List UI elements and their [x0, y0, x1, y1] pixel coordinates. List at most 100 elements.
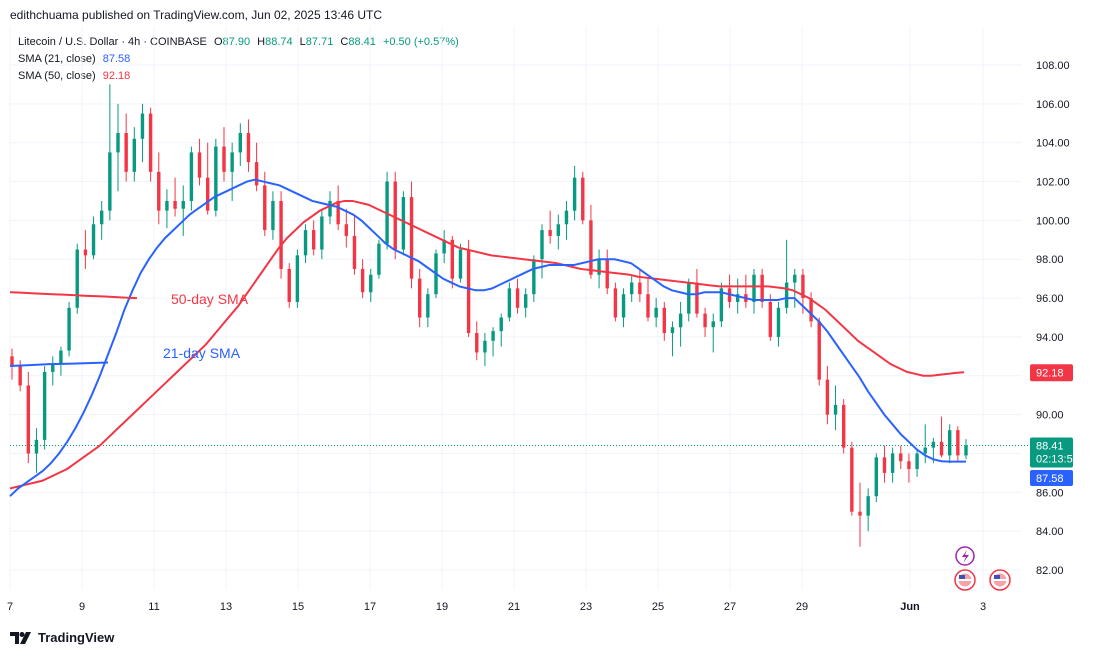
candle-body	[491, 331, 495, 341]
x-tick-label: 19	[436, 601, 448, 613]
grid	[9, 28, 1022, 590]
candle-body	[417, 278, 422, 318]
candle-body	[540, 230, 544, 260]
candle-body	[899, 453, 903, 462]
sma50-price-tag-text: 92.18	[1036, 367, 1064, 379]
candle-body	[377, 243, 381, 275]
candle-body	[727, 288, 732, 302]
candle-body	[638, 282, 642, 295]
candle-body	[695, 282, 699, 314]
sma50-price-tag-bg	[1030, 364, 1073, 382]
bolt-glyph	[962, 550, 969, 563]
candle-body	[564, 210, 569, 225]
sma21-value: 87.58	[102, 53, 131, 65]
candle-body	[768, 301, 773, 337]
candles	[10, 84, 968, 547]
candle-body	[51, 364, 55, 372]
candle-body	[271, 200, 275, 231]
candle-body	[458, 249, 463, 279]
candle-body	[793, 274, 797, 283]
candle-body	[907, 461, 911, 469]
candle-body	[10, 356, 14, 367]
candle-body	[369, 274, 373, 293]
x-tick-label: 15	[292, 601, 304, 613]
candle-body	[393, 181, 397, 250]
candle-body	[230, 152, 234, 172]
candle-body	[523, 294, 528, 308]
candle-body	[75, 249, 79, 308]
flag-glyph	[958, 573, 972, 587]
candle-body	[173, 200, 177, 209]
sma50-value: 92.18	[102, 70, 131, 82]
last-price-tag-text: 02:13:50	[1036, 453, 1079, 465]
candle-body	[205, 177, 210, 211]
candle-body	[964, 445, 968, 456]
candle-body	[222, 146, 226, 172]
candle-body	[34, 439, 39, 454]
candle-body	[866, 496, 870, 516]
footer-brand-text: TradingView	[38, 630, 115, 645]
candle-body	[915, 453, 919, 469]
sma21-price-tag: 87.58	[1030, 470, 1073, 486]
candle-body	[841, 404, 846, 448]
candle-body	[483, 340, 487, 353]
candle-body	[956, 430, 960, 456]
candle-body	[629, 282, 634, 295]
candle-body	[91, 224, 96, 256]
candle-body	[874, 457, 879, 497]
x-tick-label: 3	[980, 601, 986, 613]
event-us-flag-icon	[989, 569, 1011, 591]
candle-body	[548, 230, 552, 236]
last-price-tag-text: 88.41	[1036, 440, 1064, 452]
candle-body	[931, 441, 936, 448]
sma50-legend[interactable]: SMA (50, close) 92.18	[18, 68, 459, 85]
candle-body	[67, 307, 71, 351]
candle-body	[572, 177, 577, 211]
y-tick-label: 108.00	[1036, 60, 1070, 72]
candle-body	[784, 282, 789, 308]
candle-body	[238, 132, 243, 153]
candle-body	[385, 181, 389, 244]
y-tick-label: 88.00	[1036, 448, 1064, 460]
candle-body	[26, 385, 31, 454]
footer-brand[interactable]: TradingView	[10, 630, 114, 645]
candle-body	[809, 298, 813, 322]
candle-body	[279, 200, 283, 269]
price-axis[interactable]: 82.00 84.00 86.00 88.00 90.00 92.00 94.00 96.00…	[1036, 60, 1070, 577]
candle-body	[295, 255, 300, 302]
sma50-annotation: 50-day SMA	[171, 291, 249, 307]
candle-body	[703, 313, 707, 328]
x-tick-label: 17	[364, 601, 376, 613]
close-value: 88.41	[348, 36, 376, 48]
y-tick-label: 94.00	[1036, 332, 1064, 344]
high-label: H	[257, 36, 266, 48]
candle-body	[442, 239, 446, 254]
candle-body	[817, 321, 821, 380]
candle-body	[507, 288, 512, 318]
candle-body	[303, 230, 308, 256]
close-label: C	[340, 36, 349, 48]
x-tick-label: 25	[652, 601, 664, 613]
event-icons[interactable]	[954, 546, 1011, 591]
sma21-legend[interactable]: SMA (21, close) 87.58	[18, 51, 459, 68]
time-axis[interactable]: 7 9 11 13 15 17 19 21 23 25 27 29 Jun 3	[7, 601, 986, 613]
open-value: 87.90	[222, 36, 251, 48]
candle-body	[352, 235, 357, 269]
candle-body	[589, 220, 593, 275]
candle-body	[181, 200, 185, 209]
y-tick-label: 98.00	[1036, 254, 1064, 266]
x-tick-label: 9	[79, 601, 85, 613]
sma21-price-tag-bg	[1030, 470, 1073, 486]
candle-body	[711, 321, 715, 328]
flag-glyph	[993, 573, 1007, 587]
candle-body	[605, 259, 609, 289]
sma21-price-tag-text: 87.58	[1036, 473, 1064, 485]
x-tick-label: 23	[580, 601, 592, 613]
candle-body	[475, 333, 479, 353]
candle-body	[850, 447, 854, 512]
y-tick-label: 100.00	[1036, 215, 1070, 227]
candle-body	[263, 185, 267, 231]
y-tick-label: 102.00	[1036, 177, 1070, 189]
